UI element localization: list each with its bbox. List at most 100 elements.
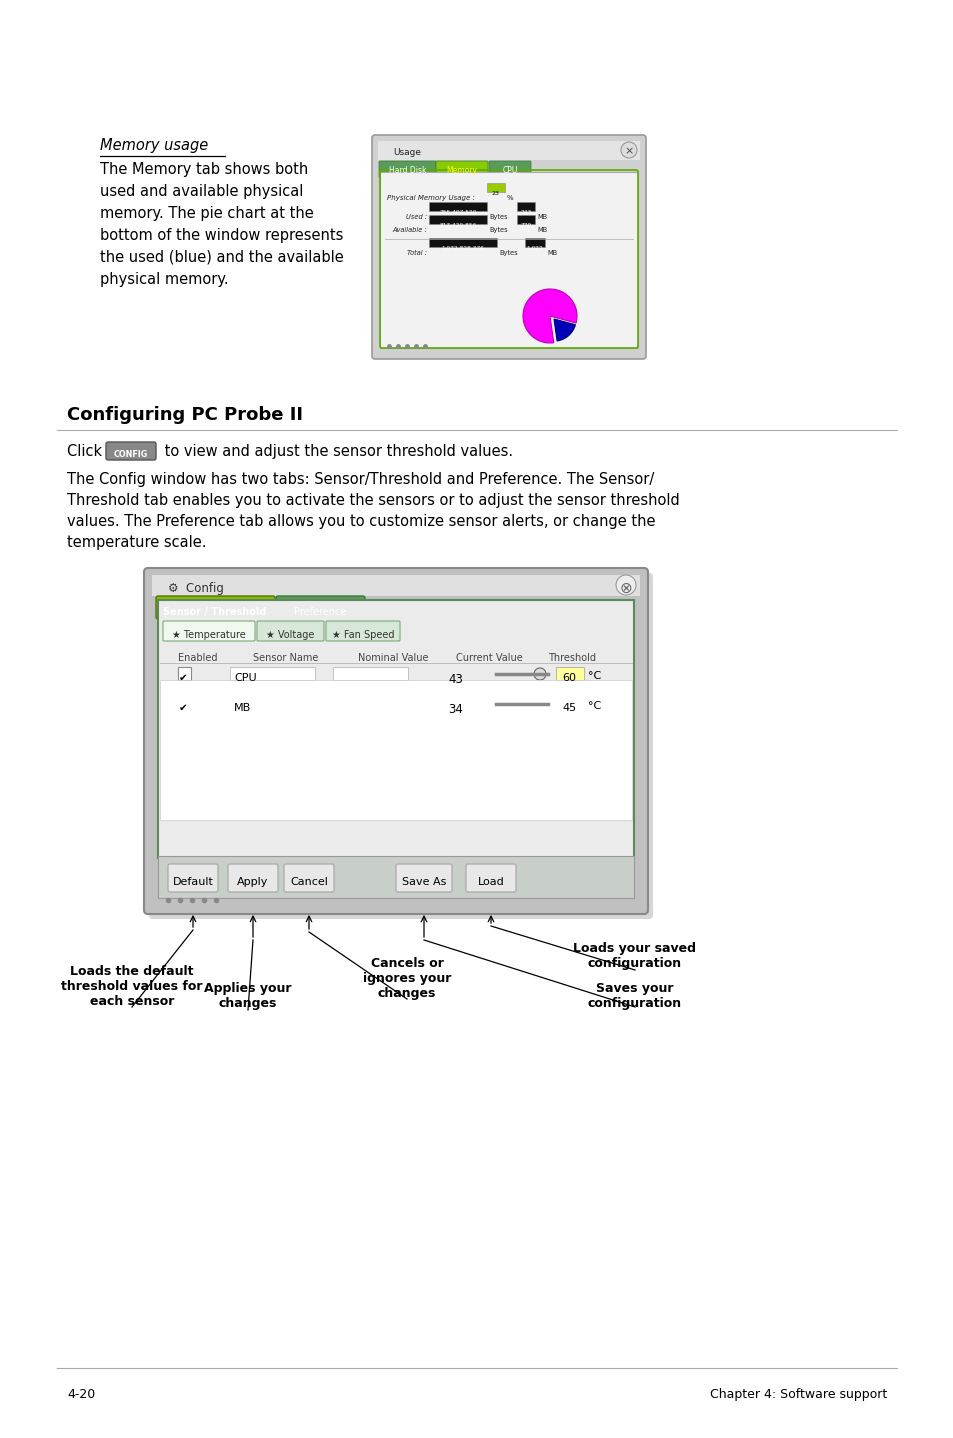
Text: 23: 23 (492, 191, 499, 196)
Text: Usage: Usage (393, 148, 420, 157)
Bar (333, 667, 408, 680)
Text: Bytes: Bytes (489, 227, 507, 233)
FancyBboxPatch shape (395, 864, 452, 892)
Text: 779: 779 (519, 223, 531, 229)
Text: Sensor / Threshold: Sensor / Threshold (163, 607, 267, 617)
Text: Chapter 4: Software support: Chapter 4: Software support (709, 1388, 886, 1401)
Text: Load: Load (477, 877, 504, 887)
Text: MB: MB (537, 227, 547, 233)
Text: Saves your
configuration: Saves your configuration (587, 982, 681, 1009)
Text: The Memory tab shows both: The Memory tab shows both (100, 162, 308, 177)
Bar (524, 239, 544, 247)
Text: 243: 243 (519, 210, 531, 216)
FancyBboxPatch shape (275, 595, 365, 618)
Bar (230, 697, 314, 710)
FancyBboxPatch shape (284, 864, 334, 892)
FancyBboxPatch shape (149, 572, 652, 919)
Text: values. The Preference tab allows you to customize sensor alerts, or change the: values. The Preference tab allows you to… (67, 513, 655, 529)
Text: Click: Click (67, 444, 107, 459)
Text: Nominal Value: Nominal Value (357, 653, 428, 663)
Text: ×: × (623, 147, 633, 155)
Bar (160, 680, 631, 820)
Text: Applies your
changes: Applies your changes (204, 982, 292, 1009)
Circle shape (517, 697, 530, 710)
Bar (429, 201, 486, 211)
Text: Bytes: Bytes (498, 250, 517, 256)
Circle shape (616, 575, 636, 595)
Text: 255,407,520: 255,407,520 (438, 210, 476, 216)
Text: Current Value: Current Value (456, 653, 522, 663)
Text: 43: 43 (448, 673, 462, 686)
Text: MB: MB (537, 214, 547, 220)
FancyBboxPatch shape (436, 161, 488, 178)
FancyBboxPatch shape (228, 864, 277, 892)
Text: MB: MB (233, 703, 251, 713)
Text: Total :: Total : (407, 250, 427, 256)
Text: °C: °C (587, 672, 600, 682)
Text: 4-20: 4-20 (67, 1388, 95, 1401)
FancyBboxPatch shape (465, 864, 516, 892)
Text: ⚙  Config: ⚙ Config (168, 582, 224, 595)
Text: Sensor Name: Sensor Name (253, 653, 318, 663)
Text: Bytes: Bytes (489, 214, 507, 220)
FancyBboxPatch shape (163, 621, 254, 641)
Text: 34: 34 (448, 703, 462, 716)
Bar (517, 216, 535, 224)
Text: The Config window has two tabs: Sensor/Threshold and Preference. The Sensor/: The Config window has two tabs: Sensor/T… (67, 472, 654, 487)
Text: 60: 60 (561, 673, 576, 683)
FancyBboxPatch shape (256, 621, 324, 641)
Bar (333, 697, 408, 710)
Text: ✔: ✔ (179, 703, 188, 713)
Text: ★ Voltage: ★ Voltage (266, 630, 314, 640)
FancyBboxPatch shape (326, 621, 399, 641)
Text: MB: MB (546, 250, 557, 256)
Text: 1,072,828,376: 1,072,828,376 (441, 246, 484, 252)
Text: Threshold: Threshold (547, 653, 596, 663)
Text: ⊗: ⊗ (619, 581, 632, 595)
Bar (178, 667, 191, 680)
Text: Available :: Available : (392, 227, 427, 233)
Text: used and available physical: used and available physical (100, 184, 303, 198)
Bar (556, 667, 583, 680)
Text: to view and adjust the sensor threshold values.: to view and adjust the sensor threshold … (160, 444, 513, 459)
Text: Cancels or
ignores your
changes: Cancels or ignores your changes (362, 958, 451, 999)
Text: Physical Memory Usage :: Physical Memory Usage : (387, 196, 475, 201)
FancyBboxPatch shape (106, 441, 156, 460)
FancyBboxPatch shape (168, 864, 218, 892)
Bar (178, 697, 191, 710)
Text: Used :: Used : (405, 214, 427, 220)
FancyBboxPatch shape (378, 161, 436, 178)
Text: CPU: CPU (233, 673, 256, 683)
Text: Apply: Apply (237, 877, 269, 887)
Text: 45: 45 (561, 703, 576, 713)
Text: °C: °C (587, 700, 600, 710)
Bar (517, 201, 535, 211)
Text: Loads the default
threshold values for
each sensor: Loads the default threshold values for e… (61, 965, 203, 1008)
Bar (158, 600, 634, 858)
Wedge shape (522, 289, 577, 344)
Text: the used (blue) and the available: the used (blue) and the available (100, 250, 343, 265)
Bar (230, 667, 314, 680)
Text: ★ Fan Speed: ★ Fan Speed (332, 630, 394, 640)
Circle shape (534, 669, 545, 680)
Text: bottom of the window represents: bottom of the window represents (100, 229, 343, 243)
FancyBboxPatch shape (372, 135, 645, 360)
FancyBboxPatch shape (489, 161, 531, 178)
Text: Enabled: Enabled (178, 653, 217, 663)
Text: Threshold tab enables you to activate the sensors or to adjust the sensor thresh: Threshold tab enables you to activate th… (67, 493, 679, 508)
Bar (429, 239, 497, 247)
FancyBboxPatch shape (156, 595, 274, 618)
Bar (556, 697, 583, 710)
Text: Hard Disk: Hard Disk (388, 165, 426, 175)
FancyBboxPatch shape (144, 568, 647, 915)
Text: CPU: CPU (502, 165, 517, 175)
Text: Cancel: Cancel (290, 877, 328, 887)
Text: ✔: ✔ (179, 673, 188, 683)
Text: Default: Default (172, 877, 213, 887)
Bar (152, 575, 639, 595)
Text: temperature scale.: temperature scale. (67, 535, 206, 549)
Text: physical memory.: physical memory. (100, 272, 229, 288)
Text: memory. The pie chart at the: memory. The pie chart at the (100, 206, 314, 221)
Wedge shape (554, 319, 575, 341)
Text: Save As: Save As (401, 877, 446, 887)
